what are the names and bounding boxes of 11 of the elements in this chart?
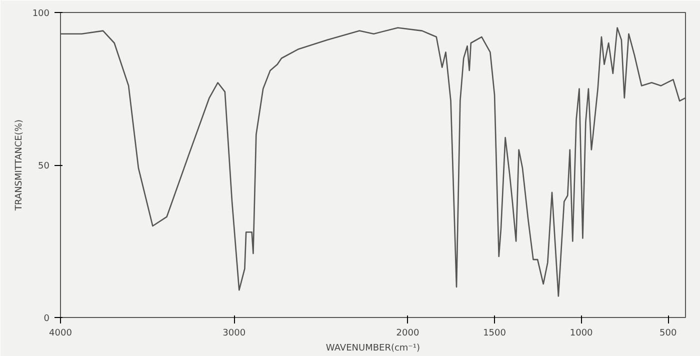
x-tick-label: 500 xyxy=(660,328,677,338)
x-axis-title: WAVENUMBER(cm⁻¹) xyxy=(326,344,420,354)
y-axis-title: TRANSMITTANCE(%) xyxy=(14,120,24,212)
x-tick-label: 1000 xyxy=(570,328,594,338)
x-tick-label: 4000 xyxy=(49,328,72,338)
x-tick-label: 2000 xyxy=(396,328,420,338)
y-tick-label: 100 xyxy=(32,9,50,19)
y-tick-label: 50 xyxy=(38,162,50,172)
x-tick-label: 1500 xyxy=(483,328,506,338)
y-tick-label: 0 xyxy=(44,314,50,324)
x-tick-label: 3000 xyxy=(222,328,246,338)
